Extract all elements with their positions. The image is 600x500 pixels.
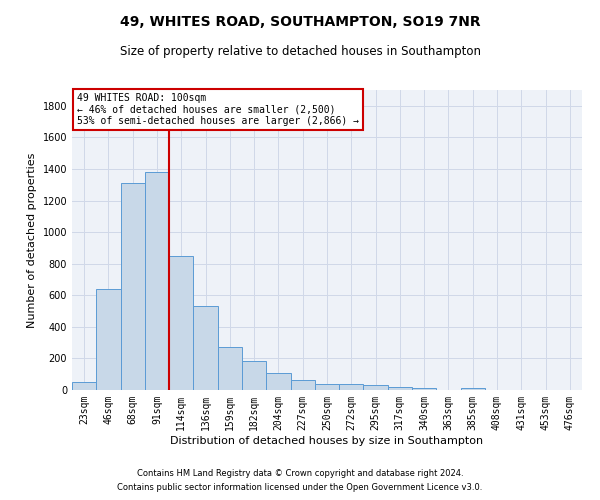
Bar (364, 386, 388, 390)
Bar (96, 289, 121, 390)
Bar (388, 387, 412, 390)
Bar (242, 361, 266, 390)
Bar (339, 384, 364, 390)
Bar (412, 388, 436, 390)
Bar (72, 382, 96, 390)
Bar (121, 183, 145, 390)
Text: 49 WHITES ROAD: 100sqm
← 46% of detached houses are smaller (2,500)
53% of semi-: 49 WHITES ROAD: 100sqm ← 46% of detached… (77, 93, 359, 126)
X-axis label: Distribution of detached houses by size in Southampton: Distribution of detached houses by size … (170, 436, 484, 446)
Bar (193, 306, 218, 390)
Y-axis label: Number of detached properties: Number of detached properties (27, 152, 37, 328)
Text: Contains public sector information licensed under the Open Government Licence v3: Contains public sector information licen… (118, 484, 482, 492)
Bar (218, 346, 242, 390)
Bar (169, 256, 193, 390)
Bar (315, 384, 339, 390)
Bar (145, 172, 169, 390)
Bar (290, 380, 315, 390)
Bar (266, 374, 290, 390)
Text: Size of property relative to detached houses in Southampton: Size of property relative to detached ho… (119, 45, 481, 58)
Text: 49, WHITES ROAD, SOUTHAMPTON, SO19 7NR: 49, WHITES ROAD, SOUTHAMPTON, SO19 7NR (119, 15, 481, 29)
Text: Contains HM Land Registry data © Crown copyright and database right 2024.: Contains HM Land Registry data © Crown c… (137, 468, 463, 477)
Bar (461, 388, 485, 390)
